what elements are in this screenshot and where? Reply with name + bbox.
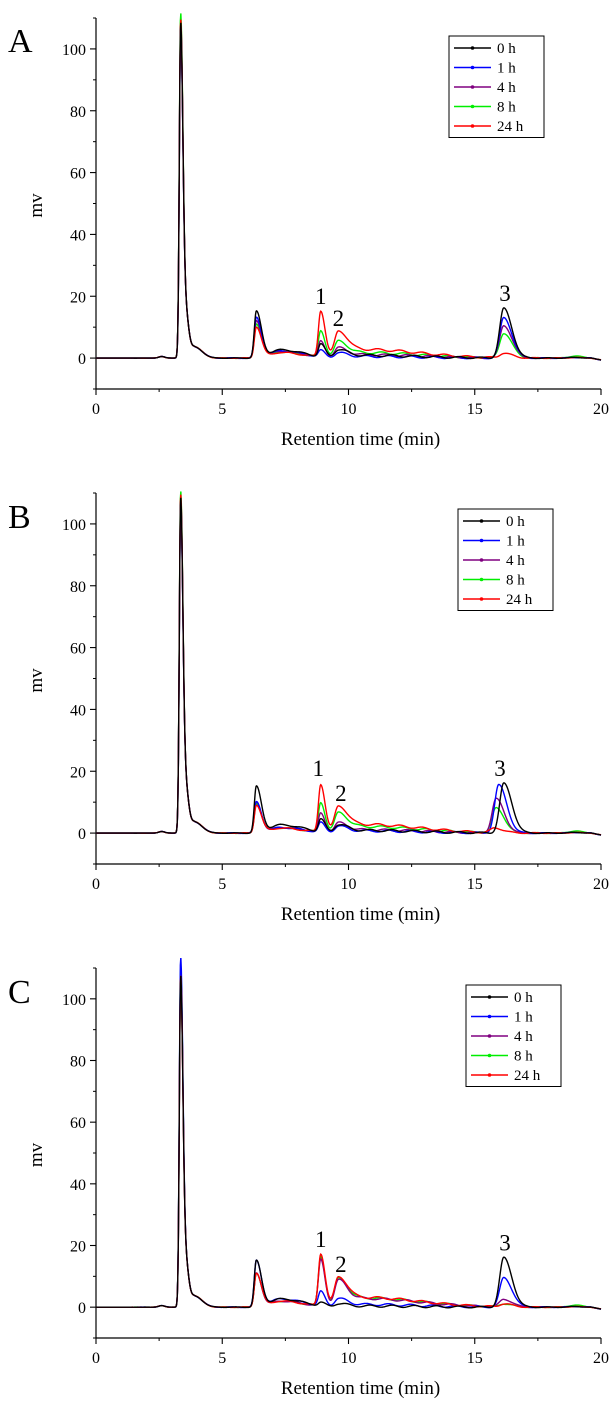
legend-marker bbox=[479, 597, 484, 601]
y-tick-label: 20 bbox=[70, 1239, 86, 1256]
legend: 0 h 1 h 4 h 8 h 24 h bbox=[457, 508, 554, 611]
legend-marker bbox=[479, 577, 484, 582]
legend-label-4h: 4 h bbox=[506, 553, 525, 569]
legend-label-24h: 24 h bbox=[497, 119, 524, 135]
x-tick-label: 5 bbox=[218, 1350, 226, 1367]
x-tick-label: 0 bbox=[92, 876, 100, 893]
x-tick-label: 20 bbox=[593, 401, 609, 418]
legend-marker bbox=[470, 85, 475, 89]
chart-panel-b: B 0 20 40 60 80 100 0 5 10 15 20 Retention time (min… bbox=[8, 491, 609, 925]
x-tick-label: 20 bbox=[593, 876, 609, 893]
peak-label-3: 3 bbox=[494, 756, 506, 781]
legend-marker bbox=[479, 558, 484, 562]
y-tick-label: 60 bbox=[70, 1115, 86, 1132]
y-axis-label: mv bbox=[26, 193, 47, 218]
legend-label-4h: 4 h bbox=[497, 80, 516, 96]
legend-marker bbox=[470, 65, 475, 70]
y-tick-label: 80 bbox=[70, 1054, 86, 1071]
x-tick-label: 5 bbox=[218, 401, 226, 418]
legend-label-1h: 1 h bbox=[514, 1010, 533, 1026]
y-tick-label: 60 bbox=[70, 641, 86, 658]
legend-marker bbox=[479, 538, 484, 543]
legend-marker bbox=[487, 1073, 492, 1077]
x-tick-label: 0 bbox=[92, 1350, 100, 1367]
y-tick-label: 80 bbox=[70, 579, 86, 596]
chart-panel-c: C 0 20 40 60 80 100 0 5 10 15 20 Retention time (min… bbox=[8, 958, 609, 1399]
peak-label-1: 1 bbox=[312, 756, 324, 781]
series-line-0h bbox=[96, 497, 602, 836]
legend-label-8h: 8 h bbox=[497, 100, 516, 116]
panel-letter: A bbox=[8, 23, 33, 60]
legend-label-24h: 24 h bbox=[506, 592, 533, 608]
legend-label-8h: 8 h bbox=[506, 573, 525, 589]
x-tick-label: 15 bbox=[467, 401, 483, 418]
y-tick-label: 20 bbox=[70, 289, 86, 306]
legend-label-1h: 1 h bbox=[506, 534, 525, 550]
x-axis-label: Retention time (min) bbox=[281, 429, 440, 450]
y-tick-label: 40 bbox=[70, 227, 86, 244]
legend: 0 h 1 h 4 h 8 h 24 h bbox=[465, 984, 562, 1087]
y-tick-label: 20 bbox=[70, 764, 86, 781]
legend-label-24h: 24 h bbox=[514, 1068, 541, 1084]
legend-label-0h: 0 h bbox=[497, 41, 516, 57]
legend-marker bbox=[470, 124, 475, 128]
series-line-0h bbox=[96, 22, 602, 361]
peak-label-1: 1 bbox=[315, 284, 327, 309]
y-tick-label: 0 bbox=[78, 1300, 86, 1317]
y-tick-label: 100 bbox=[62, 42, 86, 59]
legend-marker bbox=[470, 46, 475, 50]
legend-label-0h: 0 h bbox=[506, 514, 525, 530]
y-tick-label: 0 bbox=[78, 351, 86, 368]
legend: 0 h 1 h 4 h 8 h 24 h bbox=[448, 35, 545, 138]
legend-marker bbox=[487, 1014, 492, 1019]
peak-label-2: 2 bbox=[335, 1252, 347, 1277]
y-tick-label: 40 bbox=[70, 702, 86, 719]
legend-label-0h: 0 h bbox=[514, 990, 533, 1006]
legend-marker bbox=[487, 995, 492, 999]
peak-label-2: 2 bbox=[335, 781, 347, 806]
y-axis-label: mv bbox=[26, 668, 47, 693]
y-tick-label: 40 bbox=[70, 1177, 86, 1194]
y-tick-label: 60 bbox=[70, 166, 86, 183]
chart-panel-a: A 0 20 40 60 80 100 0 5 10 15 20 Retention time (min… bbox=[8, 13, 609, 450]
peak-label-3: 3 bbox=[499, 281, 511, 306]
legend-marker bbox=[470, 104, 475, 109]
x-axis-label: Retention time (min) bbox=[281, 1378, 440, 1399]
x-tick-label: 10 bbox=[341, 1350, 357, 1367]
x-tick-label: 15 bbox=[467, 876, 483, 893]
x-tick-label: 15 bbox=[467, 1350, 483, 1367]
legend-marker bbox=[487, 1034, 492, 1038]
x-tick-label: 0 bbox=[92, 401, 100, 418]
panel-letter: B bbox=[8, 499, 31, 536]
legend-label-4h: 4 h bbox=[514, 1029, 533, 1045]
y-tick-label: 100 bbox=[62, 992, 86, 1009]
panel-letter: C bbox=[8, 974, 31, 1011]
x-tick-label: 5 bbox=[218, 876, 226, 893]
legend-marker bbox=[479, 519, 484, 523]
y-tick-label: 100 bbox=[62, 517, 86, 534]
peak-label-1: 1 bbox=[315, 1227, 327, 1252]
x-tick-label: 10 bbox=[341, 876, 357, 893]
x-axis-label: Retention time (min) bbox=[281, 904, 440, 925]
peak-label-2: 2 bbox=[333, 306, 345, 331]
legend-label-1h: 1 h bbox=[497, 61, 516, 77]
legend-label-8h: 8 h bbox=[514, 1049, 533, 1065]
series-line-0h bbox=[96, 975, 602, 1310]
legend-marker bbox=[487, 1053, 492, 1058]
y-tick-label: 80 bbox=[70, 104, 86, 121]
y-tick-label: 0 bbox=[78, 826, 86, 843]
y-axis-label: mv bbox=[26, 1142, 47, 1167]
x-tick-label: 10 bbox=[341, 401, 357, 418]
x-tick-label: 20 bbox=[593, 1350, 609, 1367]
peak-label-3: 3 bbox=[499, 1230, 511, 1255]
